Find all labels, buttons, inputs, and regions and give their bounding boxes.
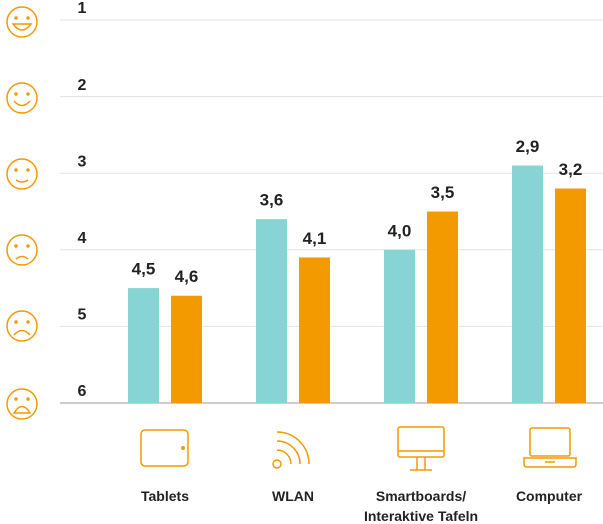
y-tick-label: 3 (78, 153, 87, 170)
y-tick-label: 2 (78, 77, 87, 94)
x-tick-label: Computer (515, 488, 583, 504)
grade-icons (6, 6, 38, 420)
x-tick-label: Smartboards/ Interaktive Tafeln (363, 488, 479, 524)
bar (128, 288, 159, 403)
bar (384, 249, 415, 403)
y-tick-label: 4 (78, 230, 87, 247)
value-label: 4,1 (303, 229, 327, 248)
value-label: 4,6 (175, 267, 199, 286)
value-label: 3,6 (260, 191, 284, 210)
value-label: 3,2 (559, 160, 583, 179)
y-tick-label: 1 (78, 0, 87, 17)
x-tick-label: Tablets (141, 488, 189, 504)
bar (512, 165, 543, 403)
value-label: 2,9 (516, 137, 540, 156)
x-tick-label: WLAN (272, 488, 314, 504)
value-label: 3,5 (431, 183, 455, 202)
bar (555, 188, 586, 403)
value-label: 4,0 (388, 221, 412, 240)
bar (171, 295, 202, 403)
category-icons (140, 426, 577, 471)
y-tick-label: 6 (78, 383, 87, 400)
bar (299, 257, 330, 403)
value-label: 4,5 (132, 260, 156, 279)
y-tick-label: 5 (78, 307, 87, 324)
bar (256, 219, 287, 403)
bar (427, 211, 458, 403)
